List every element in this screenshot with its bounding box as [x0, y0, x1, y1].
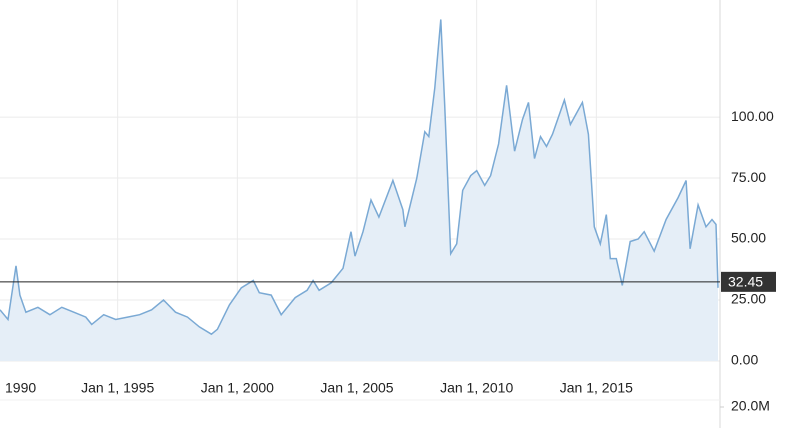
- price-line: [0, 19, 719, 336]
- volume-tick-label: 20.0M: [731, 398, 770, 414]
- x-tick-label: 1990: [5, 380, 36, 396]
- current-value-label: 32.45: [728, 274, 763, 290]
- y-tick-label: 0.00: [731, 352, 758, 368]
- x-tick-label: Jan 1, 2010: [440, 380, 513, 396]
- x-tick-label: Jan 1, 2005: [320, 380, 393, 396]
- y-tick-label: 25.00: [731, 291, 766, 307]
- y-tick-label: 75.00: [731, 169, 766, 185]
- current-value-box: [721, 271, 776, 292]
- y-tick-label: 100.00: [731, 108, 774, 124]
- x-tick-label: Jan 1, 1995: [81, 380, 154, 396]
- y-tick-label: 50.00: [731, 230, 766, 246]
- x-tick-label: Jan 1, 2015: [560, 380, 633, 396]
- x-tick-label: Jan 1, 2000: [201, 380, 274, 396]
- area-fill: [0, 19, 719, 361]
